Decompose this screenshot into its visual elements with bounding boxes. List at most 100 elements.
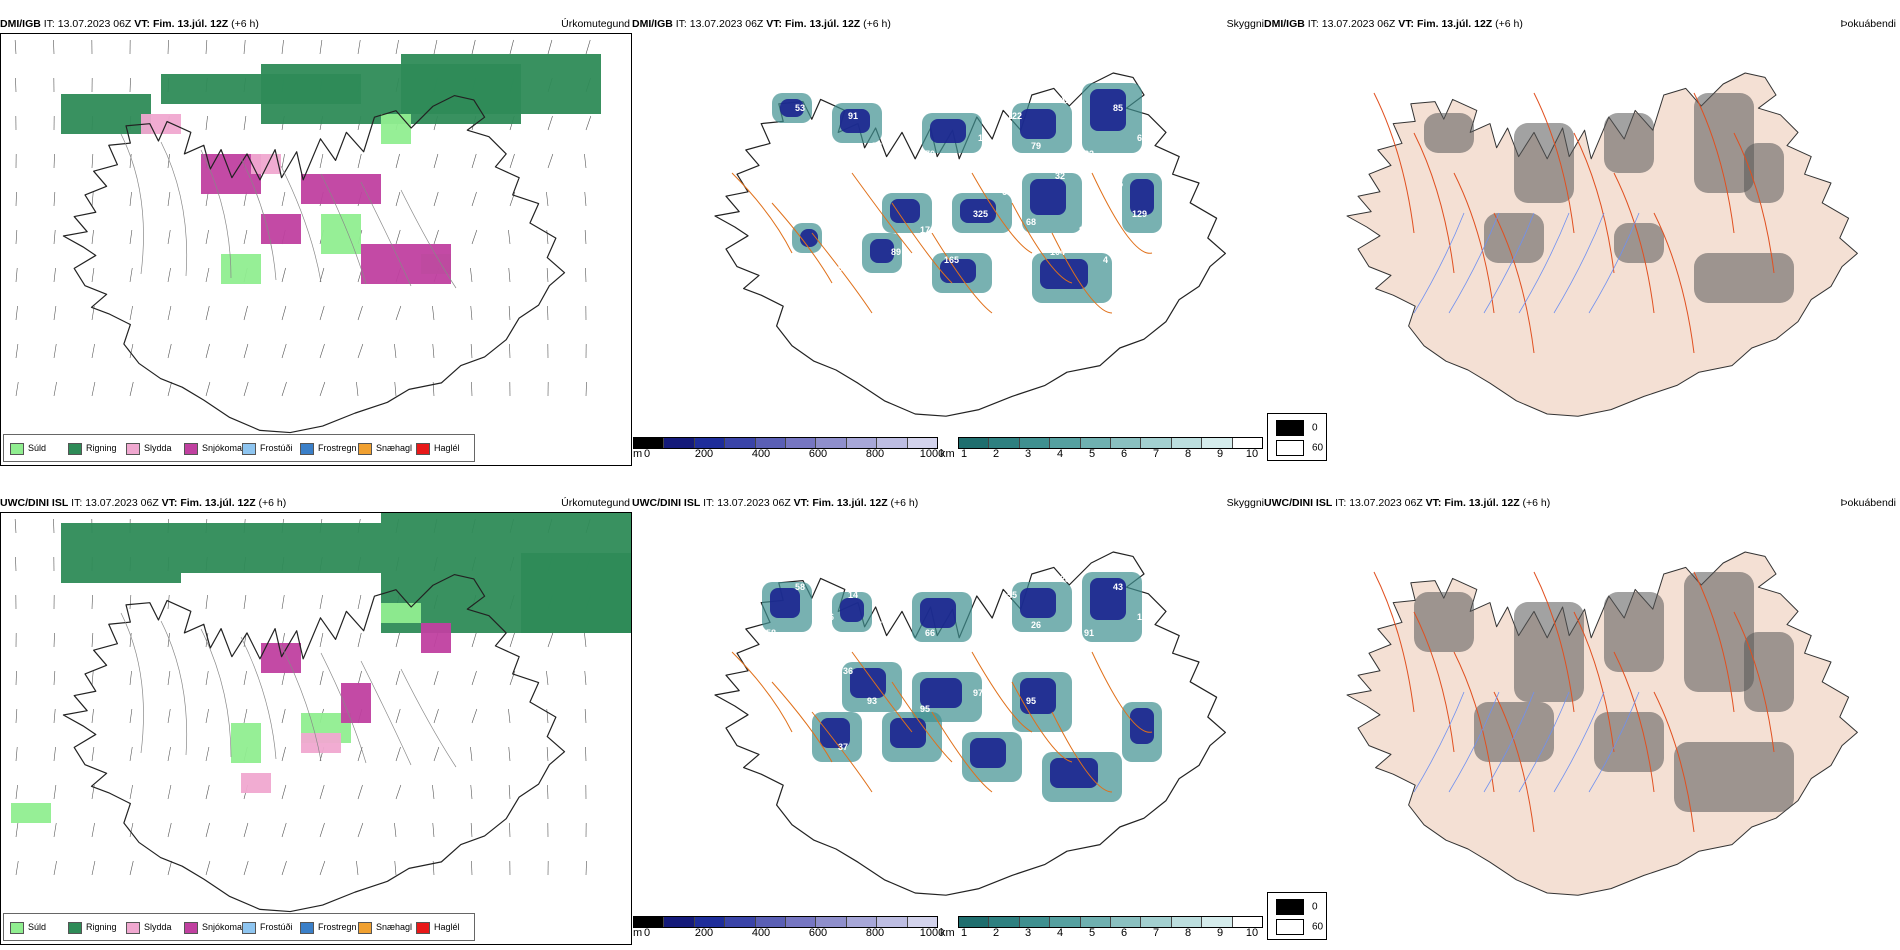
wind-barb [547,784,549,800]
legend-swatch [10,442,24,455]
wind-barb [243,305,248,321]
legend-label: Slydda [144,922,172,932]
wind-barb [281,343,287,359]
colorbar-tick: 2 [992,927,1000,939]
colorbar-tick: 4 [1056,448,1064,460]
ceiling-value-label: 104 [1050,247,1065,257]
ceiling-value-label: 76 [843,187,853,197]
ceiling-value-label: 95 [920,704,930,714]
wind-barb [205,670,209,686]
fog-title: Þokuábendi [1840,497,1896,509]
fog-legend-swatch [1276,919,1304,935]
wind-barb [15,191,17,207]
colorbar-segment [989,438,1020,448]
ceiling-value-label: 125 [896,650,911,660]
ceiling-value-label: 182 [814,209,829,219]
colorbar-segment [634,438,665,448]
ceiling-colorbar [633,916,938,928]
ceiling-value-label: 91 [848,111,858,121]
ceiling-value-label: 70 [925,149,935,159]
ceiling-value-label: 79 [742,574,752,584]
colorbar-segment [877,917,908,927]
legend-item: Súld [10,921,46,934]
wind-barb [205,381,211,397]
ceiling-area [840,109,870,133]
wind-barb [433,708,439,724]
ceiling-area [1090,89,1126,131]
wind-barb [53,708,56,724]
wind-barb [243,708,248,724]
wind-barb [15,305,18,321]
ceiling-value-label: 58 [872,141,882,151]
wind-barb [91,191,94,207]
wind-barb [433,670,439,686]
ceiling-value-label: 58 [766,628,776,638]
ceiling-area [940,259,976,283]
fog-legend-label: 60 [1312,921,1324,933]
cloud-title: Skyggni [1226,497,1264,509]
wind-barb [470,343,473,359]
road-network [731,172,1153,314]
wind-barb [243,39,246,55]
cloud-map-canvas: 196 53 91 59 59 122 41 85 61 65 58 70 17 79 82 65 12 76 36… [714,72,1227,417]
vt-label: VT: [134,18,151,30]
wind-barb [53,153,55,169]
precip-area [361,244,451,284]
lead-time: (+6 h) [1495,18,1523,30]
wind-barb [547,39,553,55]
precip-area [181,523,381,573]
wind-barb [205,343,210,359]
visibility-ticks: km 1 2 3 4 5 6 7 8 9 10 [940,927,1261,941]
wind-barb [471,632,477,648]
it-value: 13.07.2023 06Z [57,18,132,30]
visibility-colorbar [958,437,1263,449]
wind-barb [243,343,249,359]
panel-header: DMI/IGB IT: 13.07.2023 06Z VT: Fim. 13.j… [632,16,1264,32]
wind-barb [319,381,326,397]
precip-area [401,54,601,114]
fog-area [1474,702,1554,762]
colorbar-unit: km [940,927,955,939]
wind-barb [547,153,554,169]
wind-barb [91,229,94,245]
wind-barb [129,343,134,359]
legend-swatch [300,921,314,934]
wind-barb [243,381,249,397]
cloud-map-canvas: 79 58 14 65 51 55 23 43 58 106 77 66 56 26 91 114 68 36 12… [714,551,1227,896]
wind-barb [508,708,511,724]
precip-area [381,114,411,144]
wind-barb [243,115,247,131]
ceiling-area [1130,179,1154,215]
wind-barb [470,784,473,800]
wind-barb [433,229,439,245]
lead-time: (+6 h) [1522,497,1551,509]
wind-barb [584,708,587,724]
ceiling-value-label: 114 [1137,612,1152,622]
ceiling-ticks: m 0 200 400 600 800 1000 [633,448,944,462]
wind-barb [129,632,132,648]
ceiling-value-label: 56 [978,612,988,622]
legend-label: Frostúði [260,443,293,453]
ceiling-value-label: 97 [973,688,983,698]
ceiling-area [1020,109,1056,139]
fog-legend-item: 0 [1276,420,1318,436]
legend-swatch [242,921,256,934]
colorbar-segment [816,438,847,448]
ceiling-area [820,718,850,748]
wind-barb [281,39,284,55]
wind-barb [167,708,171,724]
wind-barb [508,746,511,762]
panel-header: DMI/IGB IT: 13.07.2023 06Z VT: Fim. 13.j… [1264,16,1898,32]
colorbar-segment [1141,917,1172,927]
river-network [1413,212,1640,314]
precip-area [251,154,281,174]
colorbar-segment [664,917,695,927]
wind-barb [129,229,133,245]
cloud-map: 196 53 91 59 59 122 41 85 61 65 58 70 17 79 82 65 12 76 36… [632,33,1264,433]
wind-barb [585,381,587,397]
fog-area [1604,592,1664,672]
legend-item: Frostúði [242,921,293,934]
it-label: IT: [1335,497,1347,509]
precip-area [341,683,371,723]
wind-barb [281,594,285,610]
